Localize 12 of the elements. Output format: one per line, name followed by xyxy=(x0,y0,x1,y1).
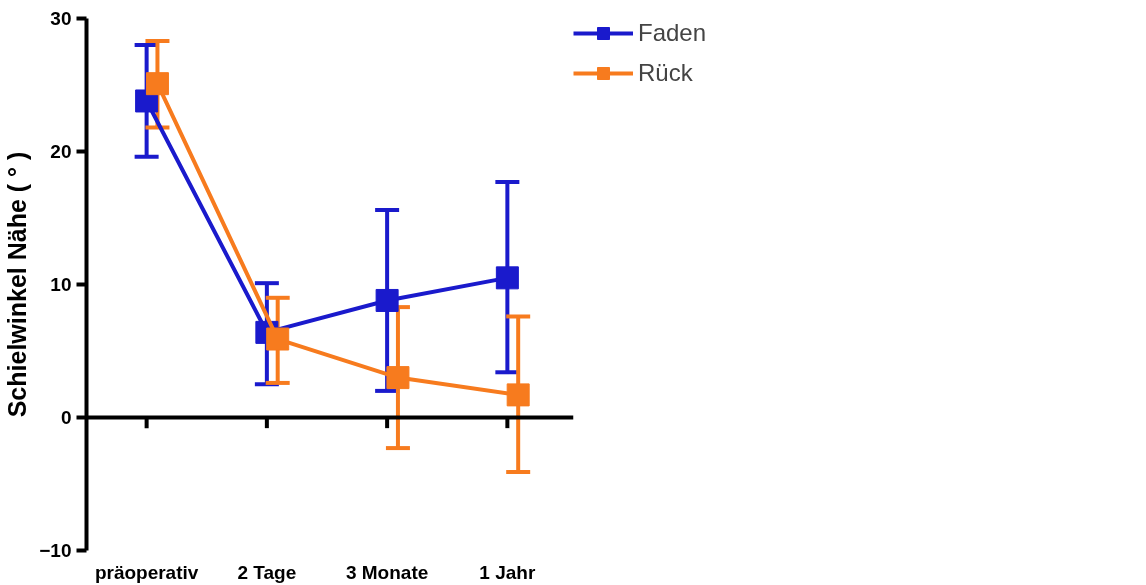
y-tick-label: 10 xyxy=(50,274,72,295)
y-tick-label: 20 xyxy=(50,141,72,162)
y-tick-label: 0 xyxy=(60,407,72,428)
x-tick-label: 1 Jahr xyxy=(479,561,536,583)
y-tick-label: −10 xyxy=(39,540,72,561)
legend-label: Rück xyxy=(638,59,693,87)
y-tick-label: 30 xyxy=(50,8,72,29)
x-tick-label: 2 Tage xyxy=(237,561,297,583)
x-tick-label: präoperativ xyxy=(94,561,199,583)
legend-label: Faden xyxy=(638,19,707,47)
x-tick-label: 3 Monate xyxy=(345,561,429,583)
y-axis-title: Schielwinkel Nähe ( ° ) xyxy=(3,151,32,418)
